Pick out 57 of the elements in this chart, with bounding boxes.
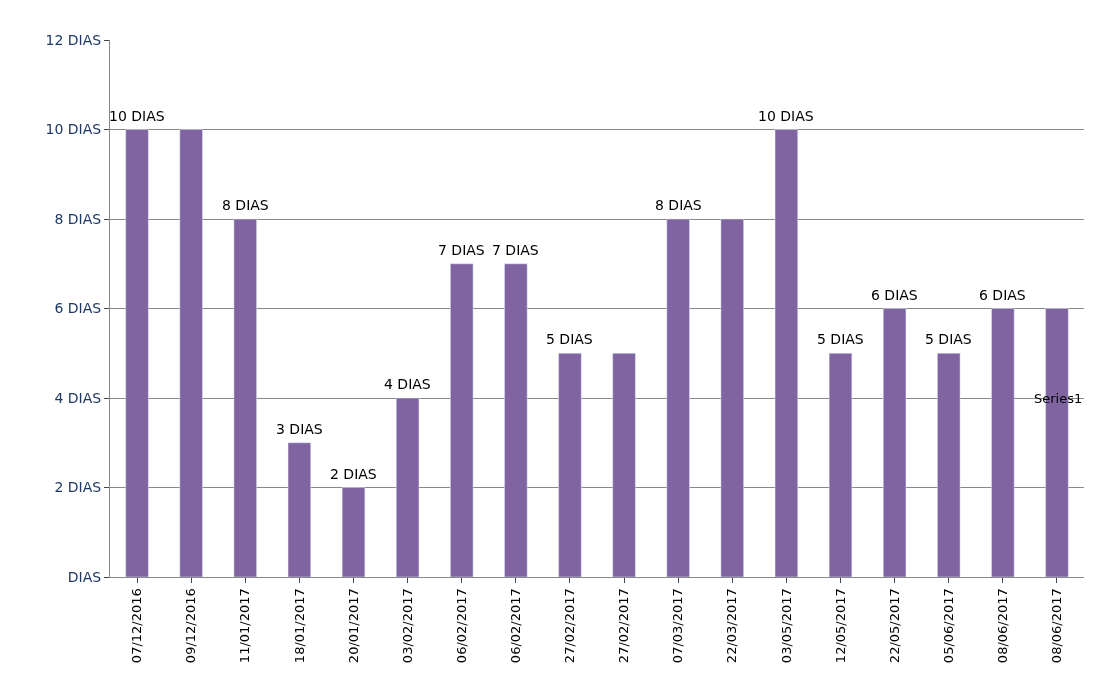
data-label: 6 DIAS <box>979 287 1026 303</box>
y-tick-label: 10 DIAS <box>45 121 102 138</box>
bar <box>396 397 420 577</box>
bar <box>125 129 149 577</box>
data-label: 10 DIAS <box>109 108 165 124</box>
bar <box>883 308 907 577</box>
y-tick-label: 12 DIAS <box>45 31 102 48</box>
bar <box>937 353 961 577</box>
x-tick-label: 07/12/2016 <box>129 588 145 664</box>
bar <box>450 263 474 577</box>
data-label: 7 DIAS <box>492 242 539 258</box>
bar <box>720 218 744 577</box>
data-label: 5 DIAS <box>817 331 864 347</box>
bar <box>666 218 690 577</box>
data-label: 5 DIAS <box>546 331 593 347</box>
y-tick-label: 8 DIAS <box>54 210 102 227</box>
data-label: 7 DIAS <box>438 242 485 258</box>
y-tick-label: 4 DIAS <box>54 389 102 406</box>
bar <box>179 129 203 577</box>
bar <box>612 353 636 577</box>
bar <box>828 353 853 577</box>
x-tick-label: 08/06/2017 <box>995 588 1011 664</box>
x-tick-label: 03/05/2017 <box>778 588 794 664</box>
x-tick-label: 12/05/2017 <box>832 588 848 664</box>
x-tick-label: 08/06/2017 <box>1049 588 1065 664</box>
x-tick-label: 11/01/2017 <box>237 588 253 664</box>
bar <box>558 353 582 577</box>
x-tick-label: 22/05/2017 <box>886 588 902 664</box>
data-label: 2 DIAS <box>330 466 377 482</box>
x-tick-label: 20/01/2017 <box>345 588 361 664</box>
data-label: 8 DIAS <box>222 197 269 213</box>
x-tick-label: 07/03/2017 <box>670 588 686 664</box>
data-label: 3 DIAS <box>276 421 323 437</box>
y-tick-label: DIAS <box>67 568 102 585</box>
x-tick-label: 06/02/2017 <box>508 588 524 664</box>
x-tick-label: 18/01/2017 <box>291 588 307 664</box>
x-tick-label: 22/03/2017 <box>724 588 740 664</box>
annotation: Series1 <box>1034 391 1083 406</box>
data-label: 4 DIAS <box>384 376 431 392</box>
x-tick-label: 27/02/2017 <box>562 588 578 664</box>
bar <box>991 308 1015 577</box>
x-tick-label: 05/06/2017 <box>940 588 956 664</box>
bar <box>233 218 257 577</box>
bar <box>287 442 311 577</box>
bar <box>774 129 798 577</box>
data-label: 10 DIAS <box>758 108 814 124</box>
y-tick-label: 2 DIAS <box>54 479 102 496</box>
bar <box>504 263 528 577</box>
data-label: 5 DIAS <box>925 331 972 347</box>
x-tick-label: 06/02/2017 <box>453 588 469 664</box>
data-label: 6 DIAS <box>871 287 918 303</box>
data-label: 8 DIAS <box>655 197 702 213</box>
y-tick-label: 6 DIAS <box>54 300 102 317</box>
x-tick-label: 27/02/2017 <box>616 588 632 664</box>
x-tick-label: 03/02/2017 <box>399 588 415 664</box>
x-tick-label: 09/12/2016 <box>183 588 199 664</box>
bar <box>341 487 366 577</box>
